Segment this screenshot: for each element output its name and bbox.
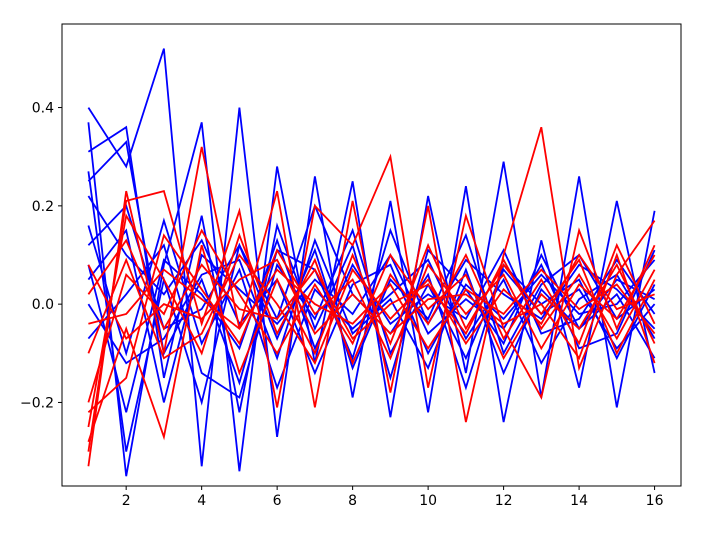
- x-tick-label: 2: [122, 493, 131, 509]
- series-line-0-11: [87, 237, 656, 376]
- x-tick-label: 6: [273, 493, 282, 509]
- series-line-1-0: [87, 126, 656, 467]
- x-tick-label: 10: [419, 493, 437, 509]
- axis-layer: 2 4 6 8 10 12 14 16 −0.2 0.0 0.2 0.4: [20, 101, 664, 509]
- x-tick-label: 16: [646, 493, 664, 509]
- series-line-1-5: [87, 228, 656, 403]
- x-tick-label: 4: [197, 493, 206, 509]
- series-line-1-1: [87, 153, 656, 452]
- series-layer: [87, 48, 656, 477]
- series-line-1-9: [87, 252, 656, 364]
- series-line-0-9: [87, 228, 656, 403]
- y-tick-label: −0.2: [20, 395, 54, 411]
- series-line-1-8: [87, 238, 656, 341]
- x-tick-label: 14: [570, 493, 588, 509]
- x-tick-label: 12: [495, 493, 513, 509]
- y-tick-label: 0.4: [32, 101, 54, 117]
- plot-frame: [61, 23, 682, 487]
- y-tick-label: 0.0: [32, 297, 54, 313]
- series-line-1-4: [87, 233, 656, 413]
- series-line-0-7: [87, 204, 656, 371]
- series-line-0-5: [87, 195, 656, 376]
- y-tick-label: 0.2: [32, 199, 54, 215]
- series-line-1-7: [88, 268, 656, 351]
- x-tick-label: 8: [348, 493, 357, 509]
